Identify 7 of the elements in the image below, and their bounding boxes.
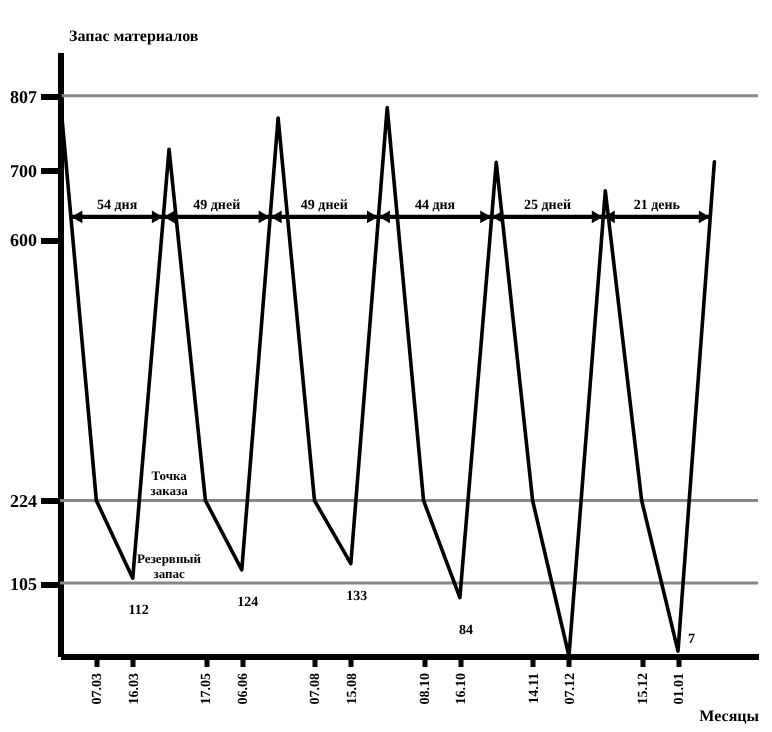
x-axis-title: Месяцы xyxy=(699,707,761,725)
y-tick-label: 224 xyxy=(10,491,38,512)
y-tick-label: 105 xyxy=(10,574,38,595)
y-tick-label: 700 xyxy=(10,161,38,182)
y-tick-label: 807 xyxy=(10,86,38,107)
y-axis-title: Запас материалов xyxy=(69,27,200,45)
y-tick-label: 600 xyxy=(10,230,38,251)
